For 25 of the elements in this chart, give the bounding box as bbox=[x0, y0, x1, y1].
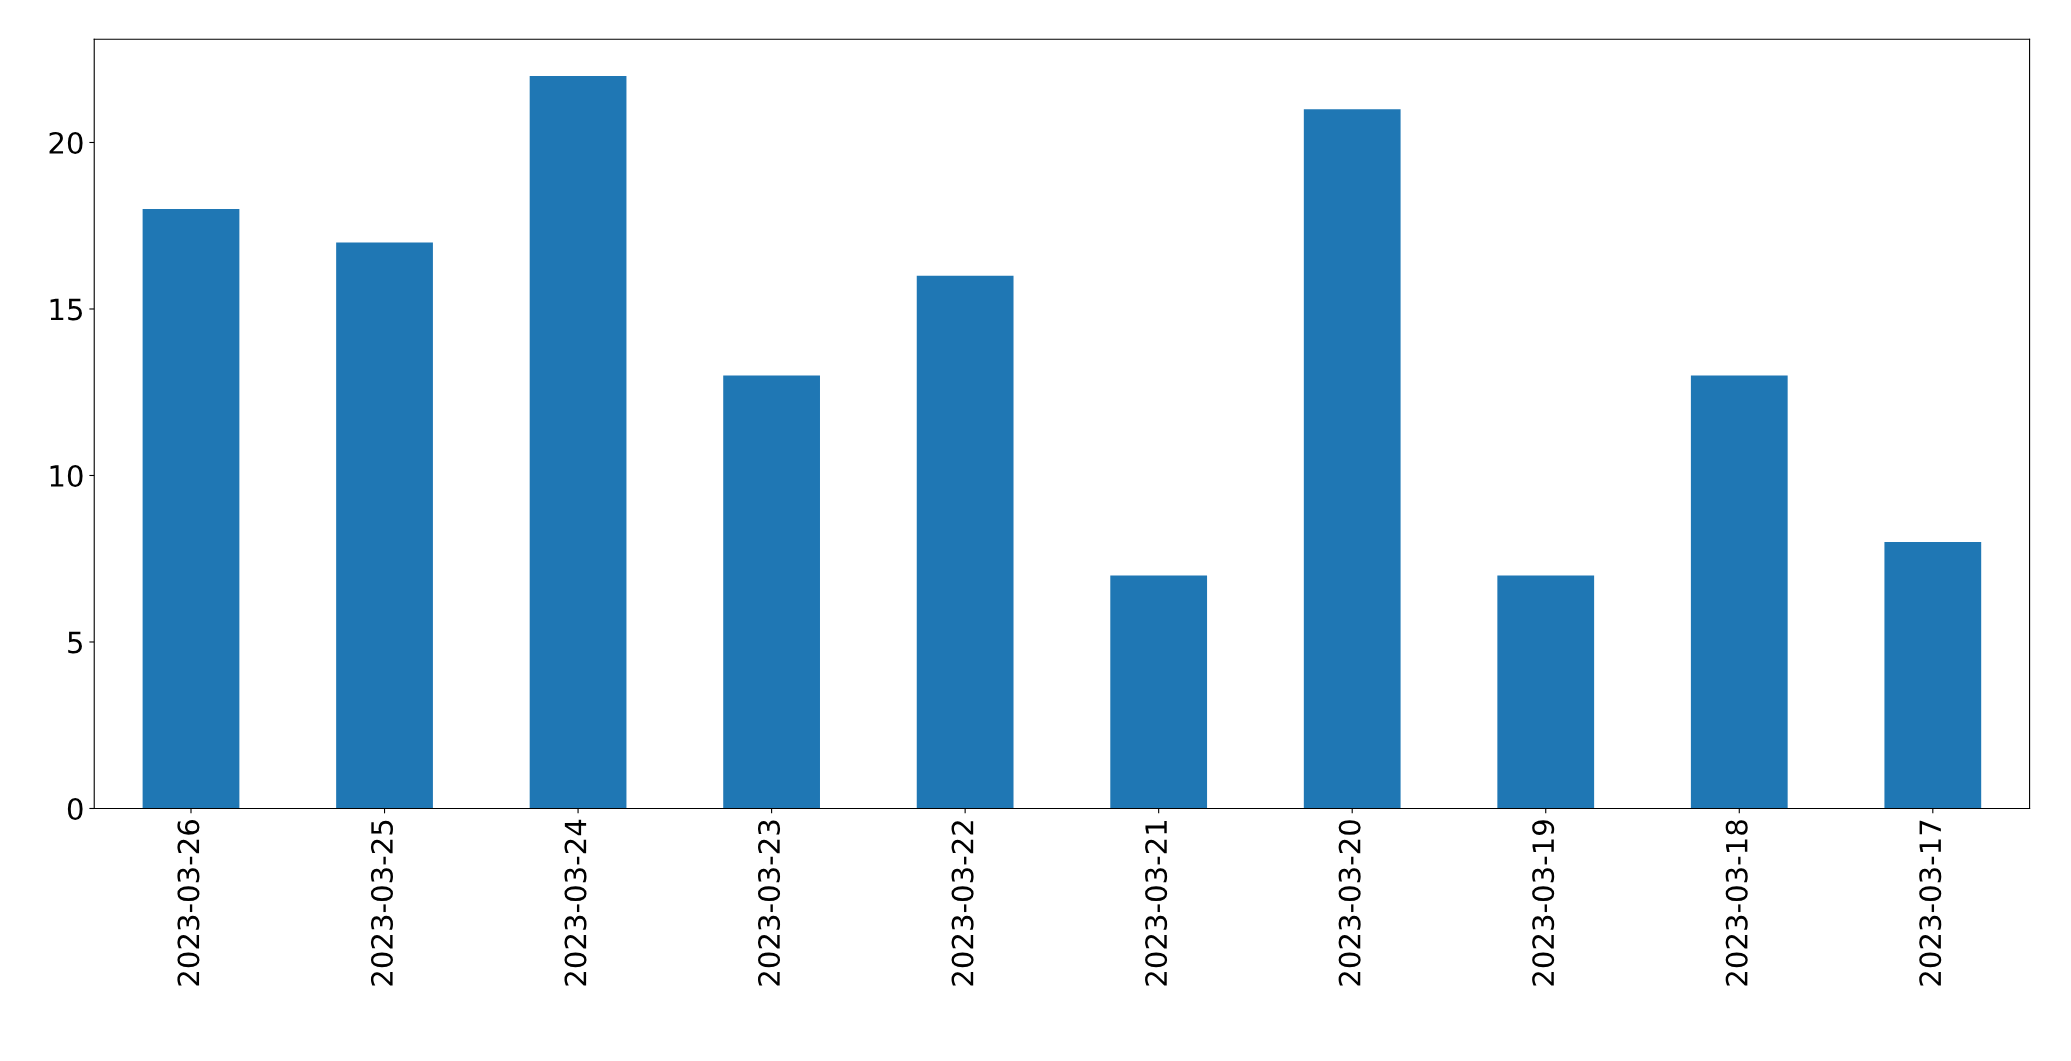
y-tick-label: 0 bbox=[67, 797, 83, 820]
bar bbox=[1884, 542, 1982, 809]
x-tick-label: 2023-03-23 bbox=[758, 820, 781, 986]
x-tick-label: 2023-03-24 bbox=[564, 819, 587, 986]
x-tick-label: 2023-03-19 bbox=[1532, 820, 1555, 986]
y-tick-label: 15 bbox=[50, 298, 82, 321]
x-tick-label: 2023-03-25 bbox=[370, 820, 393, 986]
y-tick-label: 5 bbox=[68, 631, 82, 654]
bar bbox=[529, 75, 627, 809]
x-tick-label: 2023-03-20 bbox=[1338, 820, 1361, 986]
bar bbox=[1690, 375, 1788, 809]
x-tick-label: 2023-03-17 bbox=[1919, 820, 1942, 986]
bar bbox=[1110, 575, 1208, 809]
y-tick-label: 20 bbox=[49, 131, 83, 154]
bar bbox=[1497, 575, 1595, 809]
bar bbox=[723, 375, 820, 809]
bar bbox=[336, 242, 433, 809]
x-tick-label: 2023-03-26 bbox=[177, 820, 200, 986]
bar bbox=[916, 275, 1014, 809]
x-tick-label: 2023-03-21 bbox=[1145, 820, 1168, 986]
y-tick-label: 10 bbox=[50, 464, 83, 487]
x-tick-label: 2023-03-22 bbox=[951, 821, 974, 986]
bar bbox=[1303, 109, 1401, 809]
x-tick-label: 2023-03-18 bbox=[1725, 820, 1748, 986]
bar bbox=[142, 209, 240, 809]
